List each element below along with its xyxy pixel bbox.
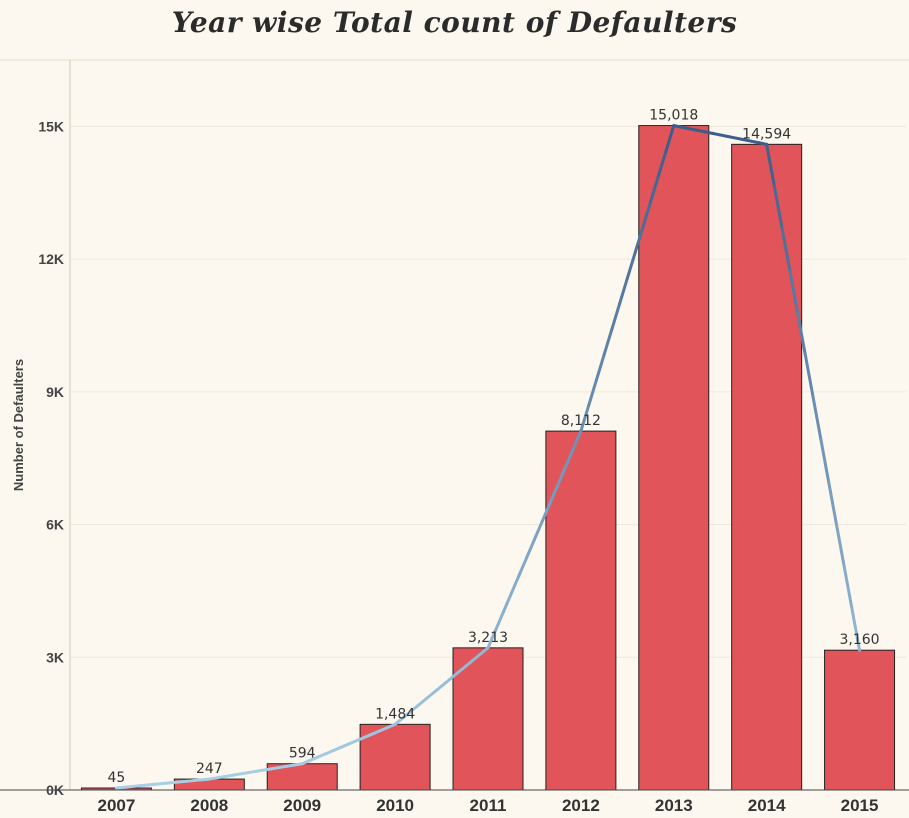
trend-line-segment: [424, 690, 436, 701]
trend-line-segment: [409, 703, 420, 714]
data-label: 3,160: [840, 632, 880, 648]
trend-line-segment: [649, 174, 660, 204]
data-label: 1,484: [375, 706, 415, 722]
trend-line-segment: [850, 606, 862, 652]
trend-line-segment: [656, 149, 668, 178]
data-label: 14,594: [742, 126, 791, 142]
x-tick-label: 2007: [98, 796, 136, 815]
trend-line-segment: [765, 142, 776, 188]
trend-line-segment: [625, 251, 637, 280]
trend-line-segment: [788, 269, 800, 315]
trend-line-segment: [842, 564, 854, 610]
trend-line-segment: [641, 200, 653, 229]
trend-line-segment: [432, 684, 444, 694]
trend-line-segment: [571, 429, 583, 451]
trend-line-segment: [594, 353, 606, 382]
data-label: 594: [289, 746, 316, 762]
trend-line-segment: [509, 574, 521, 596]
bars-layer: [80, 125, 896, 791]
x-tick-label: 2009: [283, 796, 321, 815]
trend-line-segment: [393, 716, 405, 726]
trend-line-segment: [772, 184, 784, 231]
trend-line-segment: [463, 659, 475, 669]
y-axis-title: Number of Defaulters: [11, 359, 26, 491]
trend-line-segment: [819, 437, 831, 484]
x-tick-label: 2010: [376, 796, 414, 815]
data-label: 45: [108, 770, 126, 786]
trend-line-segment: [440, 678, 451, 688]
trend-line-segment: [610, 302, 622, 331]
trend-line-segment: [556, 465, 567, 487]
trend-line-segment: [579, 404, 591, 433]
trend-line-segment: [827, 480, 838, 526]
trend-line-segment: [540, 501, 552, 523]
trend-line-segment: [416, 697, 428, 707]
trend-line-segment: [471, 652, 482, 663]
data-label: 247: [196, 761, 223, 777]
trend-line-segment: [532, 519, 544, 541]
data-label: 3,213: [468, 630, 508, 646]
bar-2014: [731, 143, 803, 791]
data-label: 8,112: [561, 413, 601, 429]
trend-line-segment: [401, 710, 413, 720]
trend-line-segment: [517, 556, 529, 578]
chart-title: Year wise Total count of Defaulters: [171, 6, 738, 39]
bar-2015: [824, 649, 896, 791]
trend-line-segment: [803, 353, 815, 399]
trend-line-segment: [563, 447, 575, 469]
x-tick-label: 2013: [655, 796, 693, 815]
trend-line-segment: [834, 522, 846, 568]
trend-line-segment: [478, 646, 490, 656]
bar-2013: [638, 125, 710, 791]
x-tick-label: 2011: [470, 796, 507, 815]
trend-line-segment: [587, 378, 598, 408]
x-tick-label: 2008: [190, 796, 228, 815]
x-tick-label: 2012: [562, 796, 600, 815]
trend-line-segment: [811, 395, 823, 441]
trend-line-segment: [494, 610, 505, 632]
trend-line-segment: [780, 227, 792, 273]
trend-line-segment: [525, 537, 536, 560]
trend-line-segment: [633, 225, 645, 255]
y-tick-label: 3K: [46, 649, 64, 665]
trend-line-segment: [486, 628, 498, 650]
trend-line-segment: [664, 124, 676, 153]
y-tick-label: 6K: [46, 517, 64, 533]
trend-line-segment: [548, 483, 560, 505]
trend-line-segment: [447, 671, 459, 682]
line-layer: [114, 124, 862, 790]
labels-layer: 45 247 594 1,484 3,213 8,112 15,018 14,594 3,160: [108, 108, 880, 786]
y-tick-label: 9K: [46, 384, 64, 400]
trend-line-segment: [602, 327, 614, 357]
x-tick-label: 2015: [841, 796, 879, 815]
bar-2012: [545, 430, 617, 791]
bar-2011: [452, 647, 524, 791]
data-label: 15,018: [649, 108, 698, 124]
y-tick-label: 15K: [38, 118, 64, 134]
trend-line-segment: [618, 276, 629, 306]
trend-line-segment: [501, 592, 513, 614]
x-tick-label: 2014: [748, 796, 786, 815]
trend-line-segment: [796, 311, 807, 357]
trend-line-segment: [455, 665, 467, 675]
y-tick-label: 12K: [38, 251, 64, 267]
